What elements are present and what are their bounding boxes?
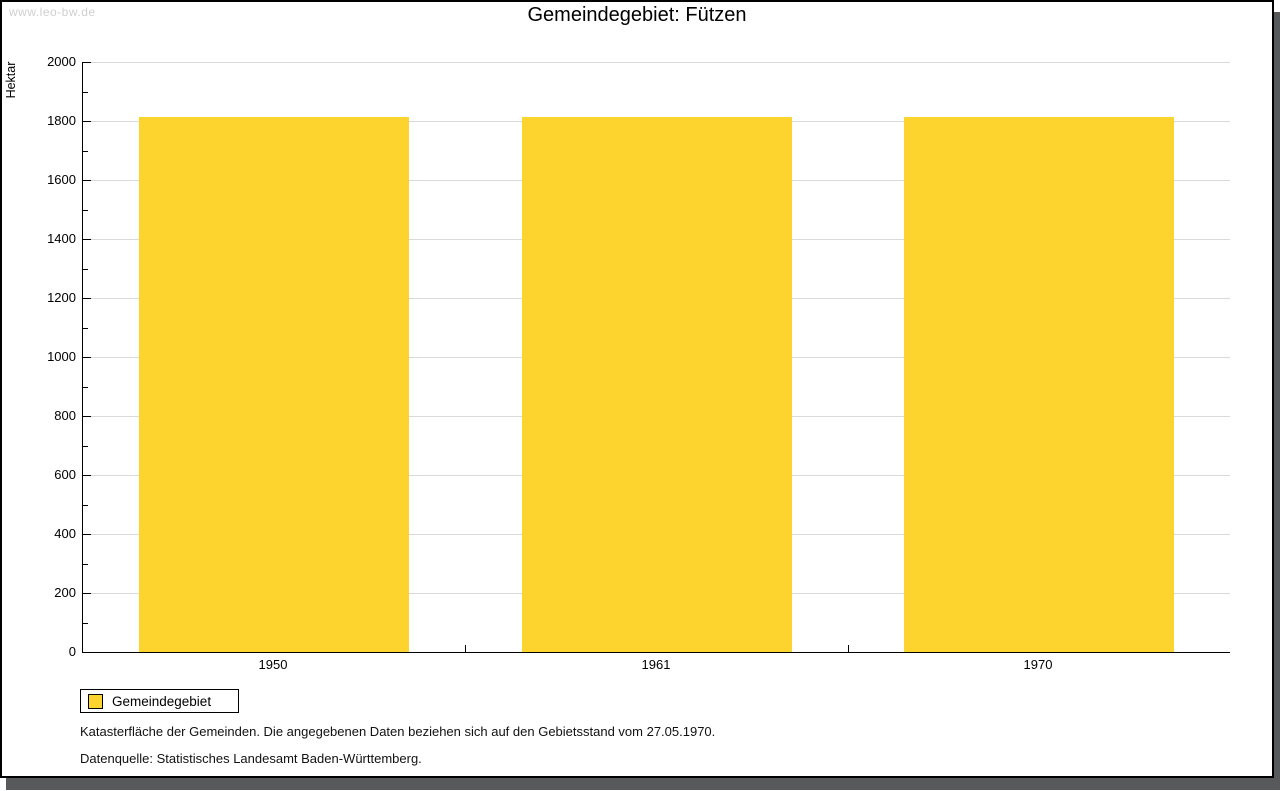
y-axis-tick-label: 1200 [47,290,76,305]
y-axis-title: Hektar [4,61,18,99]
y-axis-minor-tick [83,150,88,152]
y-axis-tick-label: 600 [54,467,76,482]
y-axis-minor-tick [83,91,88,93]
y-axis-minor-tick [83,327,88,329]
y-axis-major-tick [83,357,91,358]
y-axis-minor-tick [83,622,88,624]
y-axis-major-tick [83,652,91,653]
x-axis-tick [848,645,849,652]
y-axis-major-tick [83,475,91,476]
x-axis-category-label: 1961 [641,657,671,672]
y-axis-tick-label: 1400 [47,231,76,246]
y-axis-major-tick [83,239,91,240]
y-axis-major-tick [83,593,91,594]
x-axis-category-label: 1970 [1023,657,1053,672]
bar-1950 [139,117,409,652]
y-axis-tick-label: 2000 [47,54,76,69]
y-axis-minor-tick [83,563,88,565]
legend-series-label: Gemeindegebiet [112,693,212,709]
bar-1961 [522,117,792,652]
y-axis-major-tick [83,416,91,417]
gridline [83,62,1230,63]
y-axis-major-tick [83,298,91,299]
y-axis-major-tick [83,121,91,122]
y-axis-tick-label: 200 [54,585,76,600]
y-axis-tick-label: 1600 [47,172,76,187]
y-axis-tick-label: 1800 [47,113,76,128]
chart-title: Gemeindegebiet: Fützen [527,4,747,26]
y-axis-minor-tick [83,268,88,270]
y-axis-minor-tick [83,445,88,447]
legend: Gemeindegebiet [80,689,239,713]
y-axis-tick-label: 400 [54,526,76,541]
legend-color-swatch-icon [88,693,103,709]
footnote-source-note: Katasterfläche der Gemeinden. Die angege… [80,724,716,739]
y-axis-major-tick [83,180,91,181]
y-axis-minor-tick [83,386,88,388]
x-axis-category-label: 1950 [258,657,288,672]
y-axis-minor-tick [83,504,88,506]
y-axis-major-tick [83,534,91,535]
plot-area [82,62,1230,653]
y-axis-major-tick [83,62,91,63]
x-axis-tick [465,645,466,652]
bar-1970 [904,117,1174,652]
watermark-text: www.leo-bw.de [9,5,96,19]
footnote-data-source: Datenquelle: Statistisches Landesamt Bad… [80,751,422,766]
y-axis-tick-label: 800 [54,408,76,423]
y-axis-minor-tick [83,209,88,211]
y-axis-tick-label: 1000 [47,349,76,364]
y-axis-tick-label: 0 [68,644,76,659]
chart-window: www.leo-bw.de Gemeindegebiet: Fützen Hek… [0,0,1274,778]
